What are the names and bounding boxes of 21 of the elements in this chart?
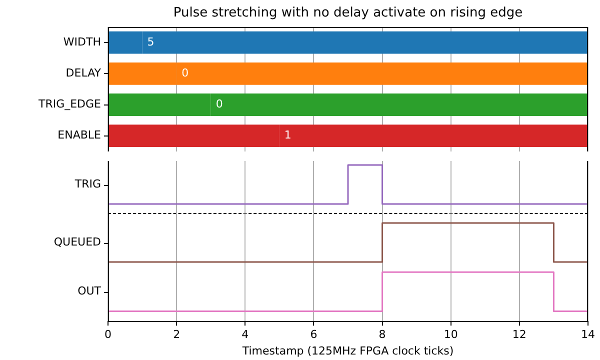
y-tick-label: TRIG_EDGE [37, 98, 102, 111]
x-axis-title: Timestamp (125MHz FPGA clock ticks) [241, 344, 454, 358]
y-axis-title: OUT [78, 284, 102, 298]
annotation: 5 [147, 35, 154, 48]
chart-title: Pulse stretching with no delay activate on rising edge [173, 5, 523, 20]
y-tick-label: ENABLE [58, 128, 102, 142]
x-tick-label: 10 [444, 328, 458, 342]
y-axis-title: TRIG [74, 177, 101, 190]
x-tick-label: 2 [173, 328, 180, 342]
x-tick-label: 14 [581, 328, 595, 342]
annotation: 0 [216, 98, 223, 111]
x-tick-label: 8 [378, 328, 386, 342]
annotation: 0 [182, 66, 189, 80]
y-axis-title: QUEUED [54, 235, 101, 248]
annotation: 1 [284, 128, 292, 142]
y-tick-label: DELAY [66, 66, 102, 80]
y-tick-label: WIDTH [63, 35, 101, 48]
x-tick-label: 6 [310, 328, 318, 342]
x-tick-label: 0 [104, 328, 112, 342]
x-tick-label: 12 [512, 328, 526, 342]
x-tick-label: 4 [242, 328, 249, 342]
